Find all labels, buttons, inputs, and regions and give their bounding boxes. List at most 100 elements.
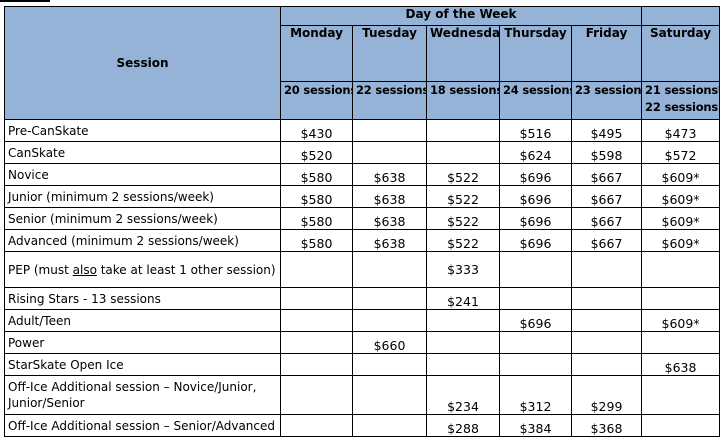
day-tuesday: Tuesday <box>352 25 427 82</box>
price-cell <box>641 331 721 354</box>
table-row: Pre-CanSkate $430 $516 $495 $473 <box>4 119 721 142</box>
day-thursday: Thursday <box>499 25 572 82</box>
price-cell: $609* <box>641 309 721 332</box>
day-wednesday: Wednesday <box>426 25 500 82</box>
price-cell: $234 <box>426 375 500 415</box>
price-cell <box>570 287 643 310</box>
price-cell: $572 <box>641 141 721 164</box>
price-cell: $288 <box>426 414 500 437</box>
table-row: StarSkate Open Ice $638 <box>4 353 721 376</box>
price-cell: $495 <box>570 119 643 142</box>
session-name: Power <box>4 331 281 354</box>
price-cell <box>426 309 500 332</box>
session-name: Advanced (minimum 2 sessions/week) <box>4 229 281 252</box>
price-cell: $522 <box>426 229 500 252</box>
price-cell: $312 <box>499 375 572 415</box>
session-name: Rising Stars - 13 sessions <box>4 287 281 310</box>
day-saturday: Saturday <box>641 25 721 82</box>
price-cell <box>352 141 427 164</box>
session-name: Adult/Teen <box>4 309 281 332</box>
table-row: Novice $580 $638 $522 $696 $667 $609* <box>4 163 721 186</box>
table-row: Junior (minimum 2 sessions/week) $580 $638… <box>4 185 721 208</box>
price-cell: $384 <box>499 414 572 437</box>
price-cell: $430 <box>280 119 353 142</box>
price-cell: $241 <box>426 287 500 310</box>
price-cell <box>352 287 427 310</box>
price-cell: $522 <box>426 207 500 230</box>
day-of-week-header: Day of the Week <box>279 6 643 26</box>
price-cell <box>280 287 353 310</box>
price-cell <box>280 375 353 415</box>
fee-rows: Pre-CanSkate $430 $516 $495 $473 CanSkate $520… <box>4 119 721 437</box>
price-cell: $580 <box>280 163 353 186</box>
count-saturday: 21 sessions* 22 sessions <box>641 81 721 120</box>
price-cell: $667 <box>570 207 643 230</box>
table-row: Senior (minimum 2 sessions/week) $580 $638… <box>4 207 721 230</box>
price-cell <box>426 331 500 354</box>
price-cell <box>280 353 353 376</box>
price-cell: $520 <box>280 141 353 164</box>
price-cell <box>280 414 353 437</box>
day-monday: Monday <box>280 25 353 82</box>
price-cell: $696 <box>499 309 572 332</box>
price-cell: $638 <box>352 207 427 230</box>
price-cell <box>499 287 572 310</box>
session-name: StarSkate Open Ice <box>4 353 281 376</box>
count-wednesday: 18 sessions <box>426 81 500 120</box>
session-name: Novice <box>4 163 281 186</box>
price-cell: $696 <box>499 185 572 208</box>
table-row: Power $660 <box>4 331 721 354</box>
top-rule <box>0 0 50 2</box>
price-cell <box>352 375 427 415</box>
price-cell: $638 <box>352 229 427 252</box>
price-cell: $516 <box>499 119 572 142</box>
price-cell: $667 <box>570 163 643 186</box>
price-cell: $580 <box>280 185 353 208</box>
price-cell <box>352 251 427 288</box>
price-cell <box>570 251 643 288</box>
price-cell: $609* <box>641 163 721 186</box>
price-cell: $598 <box>570 141 643 164</box>
price-cell <box>570 331 643 354</box>
table-row: Off-Ice Additional session – Senior/Adva… <box>4 414 721 437</box>
price-cell: $299 <box>570 375 643 415</box>
day-friday: Friday <box>570 25 643 82</box>
price-cell: $473 <box>641 119 721 142</box>
price-cell <box>499 331 572 354</box>
price-cell <box>499 353 572 376</box>
price-cell: $696 <box>499 207 572 230</box>
price-cell <box>641 251 721 288</box>
table-row: PEP (must also take at least 1 other ses… <box>4 251 721 288</box>
price-cell: $624 <box>499 141 572 164</box>
session-fee-table: Session Day of the Week Monday Tuesday W… <box>4 6 721 437</box>
price-cell: $580 <box>280 207 353 230</box>
session-name: Junior (minimum 2 sessions/week) <box>4 185 281 208</box>
session-header: Session <box>4 6 281 120</box>
price-cell: $667 <box>570 185 643 208</box>
price-cell: $333 <box>426 251 500 288</box>
table-row: CanSkate $520 $624 $598 $572 <box>4 141 721 164</box>
price-cell: $609* <box>641 185 721 208</box>
price-cell <box>426 141 500 164</box>
price-cell <box>426 353 500 376</box>
price-cell <box>426 119 500 142</box>
price-cell: $696 <box>499 163 572 186</box>
table-row: Advanced (minimum 2 sessions/week) $580 $6… <box>4 229 721 252</box>
count-friday: 23 sessions <box>570 81 643 120</box>
price-cell: $667 <box>570 229 643 252</box>
price-cell: $696 <box>499 229 572 252</box>
price-cell <box>641 414 721 437</box>
price-cell: $580 <box>280 229 353 252</box>
price-cell: $638 <box>641 353 721 376</box>
price-cell <box>280 251 353 288</box>
price-cell: $609* <box>641 207 721 230</box>
price-cell: $638 <box>352 163 427 186</box>
session-name: PEP (must also take at least 1 other ses… <box>4 251 281 288</box>
table-row: Adult/Teen $696 $609* <box>4 309 721 332</box>
price-cell <box>499 251 572 288</box>
price-cell: $660 <box>352 331 427 354</box>
price-cell <box>352 414 427 437</box>
count-tuesday: 22 sessions <box>352 81 427 120</box>
session-name: Off-Ice Additional session – Senior/Adva… <box>4 414 281 437</box>
price-cell: $638 <box>352 185 427 208</box>
